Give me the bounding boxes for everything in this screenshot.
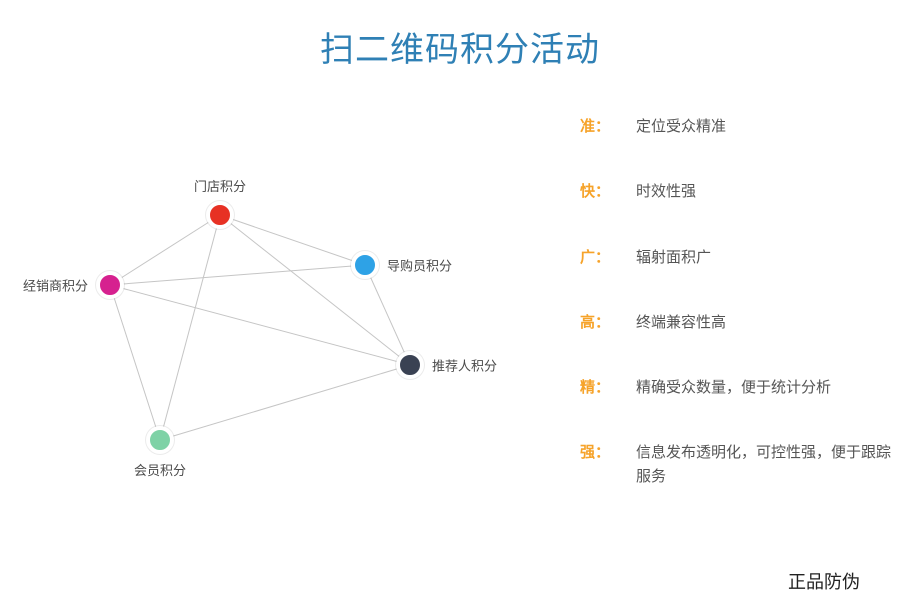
feature-list: 准：定位受众精准快：时效性强广：辐射面积广高：终端兼容性高精：精确受众数量，便于…	[580, 115, 900, 530]
feature-desc: 时效性强	[636, 180, 900, 203]
node-member: 会员积分	[146, 426, 174, 454]
node-circle	[206, 201, 234, 229]
feature-row: 广：辐射面积广	[580, 246, 900, 269]
page: 扫二维码积分活动 门店积分导购员积分经销商积分推荐人积分会员积分 准：定位受众精…	[0, 0, 920, 604]
footer-note: 正品防伪	[788, 568, 860, 594]
feature-row: 快：时效性强	[580, 180, 900, 203]
node-circle	[96, 271, 124, 299]
feature-key: 快：	[580, 180, 636, 201]
node-label: 门店积分	[194, 176, 246, 195]
node-store: 门店积分	[206, 201, 234, 229]
feature-row: 准：定位受众精准	[580, 115, 900, 138]
node-referrer: 推荐人积分	[396, 351, 424, 379]
feature-row: 高：终端兼容性高	[580, 311, 900, 334]
feature-row: 精：精确受众数量，便于统计分析	[580, 376, 900, 399]
page-title: 扫二维码积分活动	[0, 22, 920, 71]
node-circle	[146, 426, 174, 454]
feature-key: 高：	[580, 311, 636, 332]
node-label: 推荐人积分	[432, 356, 497, 375]
feature-key: 准：	[580, 115, 636, 136]
feature-key: 广：	[580, 246, 636, 267]
network-diagram: 门店积分导购员积分经销商积分推荐人积分会员积分	[30, 150, 560, 510]
feature-key: 精：	[580, 376, 636, 397]
node-label: 会员积分	[134, 460, 186, 479]
node-guide: 导购员积分	[351, 251, 379, 279]
feature-key: 强：	[580, 441, 636, 462]
node-label: 导购员积分	[387, 256, 452, 275]
network-edges	[30, 150, 560, 510]
feature-desc: 定位受众精准	[636, 115, 900, 138]
feature-row: 强：信息发布透明化，可控性强，便于跟踪服务	[580, 441, 900, 488]
node-dealer: 经销商积分	[96, 271, 124, 299]
feature-desc: 辐射面积广	[636, 246, 900, 269]
node-circle	[351, 251, 379, 279]
node-label: 经销商积分	[23, 276, 88, 295]
feature-desc: 信息发布透明化，可控性强，便于跟踪服务	[636, 441, 900, 488]
feature-desc: 精确受众数量，便于统计分析	[636, 376, 900, 399]
node-circle	[396, 351, 424, 379]
feature-desc: 终端兼容性高	[636, 311, 900, 334]
